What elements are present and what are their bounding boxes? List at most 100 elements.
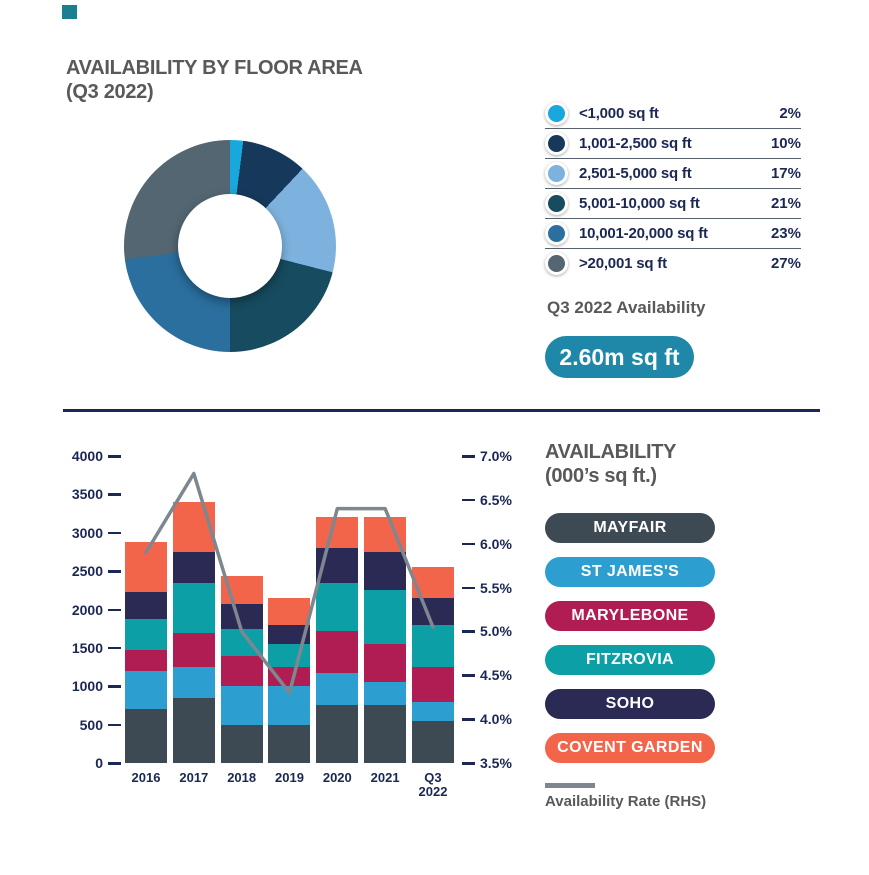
x-axis-label: Q3 2022 [418,770,448,799]
bar-segment-mayfair [268,724,311,763]
floor-area-legend-row: >20,001 sq ft 27% [545,249,801,278]
floor-area-legend: <1,000 sq ft 2% 1,001-2,500 sq ft 10% 2,501-… [545,99,801,278]
bar-segment-st-james-s [411,701,454,721]
left-axis-tick-label: 2500 [71,563,103,580]
right-axis-tick-label: 4.5% [480,667,512,684]
legend-row-value: 17% [770,165,801,182]
legend-dot-icon [545,132,568,155]
bar-segment-marylebone [268,667,311,687]
legend-row-label: 1,001-2,500 sq ft [579,135,692,152]
donut-section-title: AVAILABILITY BY FLOOR AREA (Q3 2022) [66,56,363,104]
district-pill-mayfair: MAYFAIR [545,513,715,543]
bar-title-line2: (000’s sq ft.) [545,465,657,487]
bar-segment-fitzrovia [172,582,215,633]
x-axis-label: 2021 [370,770,400,785]
bar-segment-soho [316,548,359,583]
district-pill-covent-garden: COVENT GARDEN [545,733,715,763]
legend-row-value: 23% [770,225,801,242]
x-axis-label: 2017 [179,770,209,785]
bar-segment-mayfair [125,709,167,763]
bar-segment-st-james-s [364,682,407,706]
right-axis-tick-mark [462,762,475,765]
right-axis-tick-label: 4.0% [480,711,512,728]
left-axis-tick-mark [108,685,121,688]
right-axis-tick-mark [462,718,475,721]
legend-row-label: 10,001-20,000 sq ft [579,225,708,242]
section-divider [63,409,820,412]
legend-row-value: 27% [770,255,801,272]
left-axis-tick-mark [108,455,121,458]
x-axis-label: 2018 [227,770,257,785]
legend-row-label: >20,001 sq ft [579,255,667,272]
right-axis-tick-label: 5.0% [480,623,512,640]
bar-segment-mayfair [220,724,263,763]
floor-area-legend-row: 1,001-2,500 sq ft 10% [545,129,801,159]
bar-segment-soho [172,551,215,583]
donut-title-line2: (Q3 2022) [66,81,154,103]
left-axis-tick-label: 4000 [71,448,103,464]
rate-line-label: Availability Rate (RHS) [545,793,707,810]
right-axis-tick-mark [462,498,475,502]
bar-segment-mayfair [172,697,215,763]
bar-segment-covent-garden [172,502,215,552]
bar-segment-marylebone [364,644,407,683]
right-axis-tick-label: 3.5% [480,755,512,771]
bar-segment-st-james-s [125,670,167,710]
x-axis-label: 2016 [131,770,161,785]
right-axis-tick-mark [462,586,475,590]
left-axis-tick-label: 2000 [71,601,103,618]
bar-segment-marylebone [220,655,263,687]
bar-segment-covent-garden [411,567,454,598]
bar-segment-covent-garden [364,517,407,552]
right-axis-tick-mark [462,455,475,458]
bar-section-title: AVAILABILITY (000’s sq ft.) [545,440,677,488]
availability-total-label: Q3 2022 Availability [547,298,706,317]
left-axis-tick-label: 1500 [71,639,103,656]
right-axis-tick-label: 6.5% [480,491,512,508]
legend-dot-icon [545,252,568,275]
legend-row-value: 21% [770,195,801,212]
left-axis-tick-mark [108,570,121,573]
bar-segment-covent-garden [268,597,311,625]
left-axis-tick-label: 3500 [71,486,103,503]
district-pill-st-james-s: ST JAMES'S [545,557,715,587]
left-axis-tick-label: 3000 [71,524,103,541]
floor-area-legend-row: 2,501-5,000 sq ft 17% [545,159,801,189]
bar-segment-covent-garden [220,575,263,605]
district-pill-fitzrovia: FITZROVIA [545,645,715,675]
legend-dot-icon [545,192,568,215]
bar-segment-fitzrovia [220,628,263,656]
bar-segment-st-james-s [172,667,215,698]
bar-segment-marylebone [316,630,359,673]
donut-hole [178,194,282,298]
bar-segment-soho [364,551,407,591]
rate-line-swatch-icon [545,783,595,788]
left-axis-tick-mark [108,646,121,650]
floor-area-legend-row: <1,000 sq ft 2% [545,99,801,129]
decorative-logo-square [62,5,77,19]
legend-row-value: 10% [770,135,801,152]
right-axis-tick-mark [462,674,475,677]
bar-segment-fitzrovia [268,644,311,668]
floor-area-legend-row: 5,001-10,000 sq ft 21% [545,189,801,219]
left-axis-tick-mark [108,762,121,765]
bar-segment-covent-garden [125,542,167,593]
bar-segment-mayfair [411,720,454,763]
bar-segment-soho [268,624,311,645]
left-axis-tick-mark [108,723,121,727]
bar-segment-mayfair [316,705,359,763]
x-axis-label: 2020 [322,770,352,785]
left-axis-tick-label: 1000 [71,678,103,695]
bar-segment-st-james-s [268,686,311,725]
bar-segment-mayfair [364,705,407,763]
right-axis-tick-label: 7.0% [480,448,512,464]
bar-segment-fitzrovia [364,590,407,645]
availability-total-value: 2.60m sq ft [559,343,680,370]
bar-segment-fitzrovia [316,582,359,631]
district-legend: MAYFAIR ST JAMES'S MARYLEBONE FITZROVIA SOHO… [545,513,715,763]
bar-title-line1: AVAILABILITY [545,441,677,463]
bar-segment-fitzrovia [411,624,454,668]
left-axis-tick-label: 500 [79,716,103,733]
bar-segment-soho [220,604,263,629]
district-pill-soho: SOHO [545,689,715,719]
